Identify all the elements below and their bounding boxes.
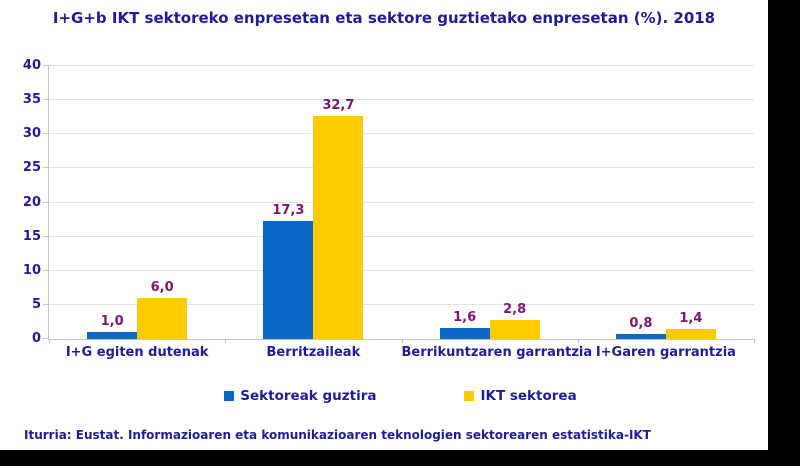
legend-label: IKT sektorea [480,388,577,404]
bar-ikt-sektorea-3 [665,329,716,339]
y-axis-tick-10 [43,269,49,271]
gridline-15 [49,235,754,237]
y-axis-tick-35 [43,99,49,101]
bar-sektoreak-guztira-3 [615,333,666,339]
bar-value-label: 17,3 [272,202,305,218]
category-label-0: I+G egiten dutenak [65,345,209,360]
legend-item-ikt-sektorea: IKT sektorea [464,388,577,404]
gridline-40 [49,65,754,66]
bar-ikt-sektorea-1 [313,115,364,339]
x-axis-tick-3 [577,339,579,343]
plot-area: 0 5 10 15 20 25 30 35 40 1,0 6,0 I+G egiten dutenak… [23,58,755,360]
legend-color-swatch [224,391,235,401]
gridline-25 [49,167,754,169]
bar-value-label: 2,8 [503,301,527,317]
bar-value-label: 0,8 [629,315,653,331]
gridline-20 [49,201,754,203]
bar-sektoreak-guztira-1 [263,220,314,339]
bar-value-label: 32,7 [322,97,355,113]
x-axis-tick-1 [225,339,227,343]
y-axis-label-25: 25 [22,160,41,176]
y-axis-tick-5 [43,303,49,305]
y-axis-tick-0 [43,338,49,339]
y-axis-label-35: 35 [22,92,41,108]
x-axis-tick-2 [401,339,403,343]
category-label-1: Berritzaileak [266,345,361,360]
y-axis-label-20: 20 [22,194,41,210]
y-axis-label-15: 15 [22,228,41,244]
gridline-35 [49,99,754,101]
gridline-10 [49,269,754,271]
y-axis-label-40: 40 [22,58,41,73]
bar-value-label: 1,0 [100,314,124,330]
category-label-3: I+Garen garrantzia [595,345,736,360]
legend: Sektoreak guztira IKT sektorea [48,386,753,406]
y-axis-tick-15 [43,235,49,237]
y-axis-label-0: 0 [31,331,41,346]
y-axis-label-10: 10 [22,262,41,278]
legend-color-swatch [464,391,475,401]
gridline-30 [49,133,754,135]
x-axis-tick-4 [754,339,755,343]
y-axis-tick-40 [43,65,49,66]
bar-value-label: 6,0 [150,280,174,296]
y-axis-label-5: 5 [31,296,41,312]
category-label-2: Berrikuntzaren garrantzia [401,345,593,360]
source-note: Iturria: Eustat. Informazioaren eta komu… [24,428,651,442]
y-axis-label-30: 30 [22,126,41,142]
y-axis-tick-25 [43,167,49,169]
legend-label: Sektoreak guztira [240,388,377,404]
chart-title: I+G+b IKT sektoreko enpresetan eta sekto… [52,9,716,27]
bar-sektoreak-guztira-0 [87,332,138,339]
bar-value-label: 1,4 [679,311,703,327]
bar-sektoreak-guztira-2 [439,328,490,339]
bar-ikt-sektorea-0 [137,298,188,339]
y-axis-tick-20 [43,201,49,203]
chart-canvas: I+G+b IKT sektoreko enpresetan eta sekto… [0,0,768,450]
bar-ikt-sektorea-2 [489,319,540,339]
y-axis-tick-30 [43,133,49,135]
gridline-5 [49,303,754,305]
x-axis-tick-0 [49,339,50,343]
bar-value-label: 1,6 [453,310,477,326]
legend-item-sektoreak-guztira: Sektoreak guztira [224,388,376,404]
